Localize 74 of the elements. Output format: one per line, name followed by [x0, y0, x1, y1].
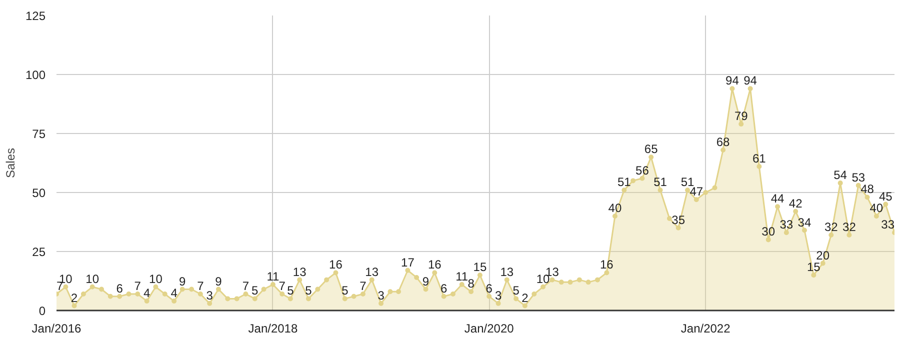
data-label: 79 [734, 109, 748, 124]
data-label: 10 [86, 272, 100, 286]
y-tick-label: 100 [25, 68, 46, 82]
data-label: 45 [878, 189, 893, 204]
data-label: 17 [401, 255, 415, 270]
data-label: 5 [252, 284, 259, 298]
data-label: 7 [134, 278, 142, 293]
data-label: 94 [726, 74, 740, 88]
data-label: 16 [600, 258, 614, 272]
data-label: 61 [752, 152, 766, 166]
data-label: 3 [494, 288, 502, 302]
x-tick-label: Jan/2016 [32, 322, 82, 336]
data-label: 44 [770, 192, 785, 206]
data-label: 11 [456, 270, 468, 284]
data-label: 3 [206, 288, 214, 302]
data-label: 13 [292, 264, 307, 279]
data-label: 9 [179, 274, 186, 288]
data-label: 56 [636, 163, 650, 178]
data-label: 7 [360, 278, 367, 293]
data-label: 40 [608, 201, 622, 216]
data-label: 48 [860, 182, 874, 196]
data-label: 15 [806, 260, 821, 274]
data-label: 5 [342, 284, 349, 298]
data-label: 54 [834, 168, 848, 182]
y-axis-title: Sales [3, 148, 18, 178]
data-label: 20 [816, 248, 830, 262]
data-label: 94 [744, 74, 758, 88]
data-label: 53 [852, 170, 866, 184]
data-label: 42 [788, 196, 803, 210]
data-label: 51 [654, 175, 668, 190]
data-label: 5 [305, 284, 312, 298]
data-label: 6 [486, 281, 493, 296]
data-label: 9 [215, 274, 222, 288]
data-label: 2 [70, 290, 78, 305]
x-tick-label: Jan/2018 [248, 322, 298, 336]
y-tick-label: 0 [38, 304, 46, 318]
data-label: 16 [329, 258, 343, 272]
data-label: 4 [170, 286, 178, 300]
data-label: 34 [798, 215, 812, 230]
data-label: 11 [266, 270, 280, 284]
data-label: 5 [287, 284, 294, 298]
data-label: 10 [149, 272, 163, 286]
data-label: 15 [473, 260, 487, 274]
y-tick-label: 25 [32, 245, 46, 259]
data-label: 5 [512, 284, 520, 298]
data-label: 4 [143, 286, 150, 300]
x-tick-label: Jan/2020 [464, 322, 514, 336]
data-label: 7 [197, 278, 204, 293]
data-label: 35 [672, 212, 686, 227]
data-label: 68 [716, 135, 730, 150]
data-label: 9 [422, 274, 430, 288]
x-tick-label: Jan/2022 [680, 322, 731, 336]
data-label: 13 [500, 264, 514, 279]
data-label: 6 [116, 281, 124, 296]
data-label: 33 [881, 218, 895, 232]
data-label: 33 [780, 218, 794, 232]
data-label: 8 [468, 276, 475, 291]
data-label: 2 [522, 290, 529, 305]
data-label: 51 [617, 175, 632, 190]
data-label: 3 [378, 288, 385, 302]
data-label: 32 [824, 220, 838, 234]
data-label: 13 [365, 264, 379, 279]
data-label: 65 [644, 142, 658, 156]
y-tick-label: 50 [32, 186, 46, 200]
data-label: 6 [440, 281, 448, 296]
data-label: 40 [870, 201, 884, 216]
y-tick-label: 125 [25, 9, 46, 23]
data-label: 32 [842, 220, 856, 234]
y-tick-label: 75 [32, 127, 46, 141]
data-label: 47 [690, 184, 704, 199]
data-label: 30 [762, 224, 776, 239]
data-label: 7 [278, 278, 286, 293]
data-label: 16 [428, 258, 442, 272]
data-label: 7 [242, 278, 250, 293]
